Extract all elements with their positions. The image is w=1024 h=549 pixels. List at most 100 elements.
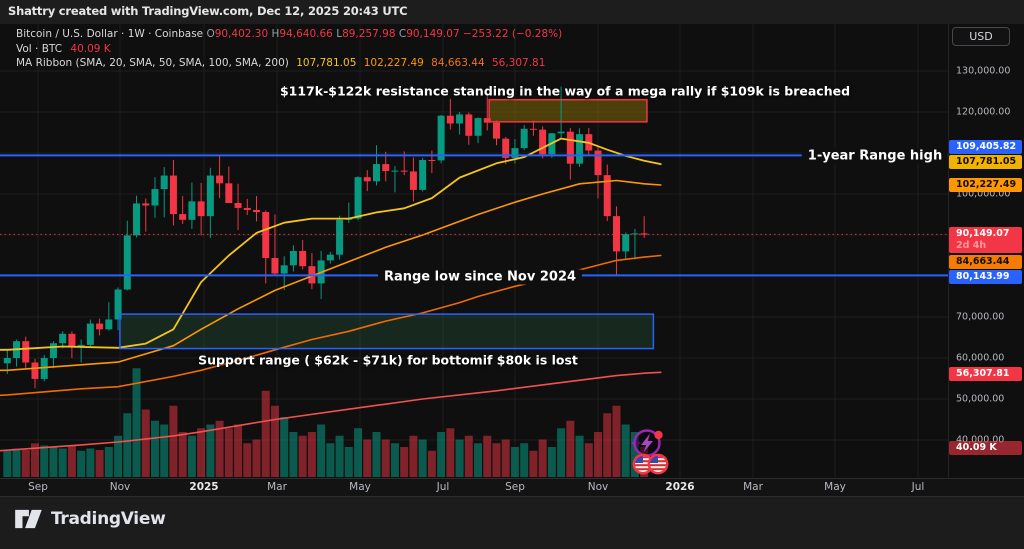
candle-body	[68, 333, 76, 347]
candle-body	[299, 250, 307, 267]
candle-body	[105, 319, 113, 330]
ohlc-value: 89,257.98	[342, 28, 396, 40]
volume-bar	[400, 447, 409, 477]
range-low-note[interactable]: Range low since Nov 2024	[377, 269, 583, 285]
volume-bar	[307, 432, 316, 477]
candle-body	[456, 114, 464, 124]
volume-bar	[621, 424, 630, 477]
price-tick-label: 120,000.00	[956, 106, 1011, 118]
volume-bar	[169, 405, 178, 477]
volume-bar	[557, 428, 566, 477]
legend-volume-row[interactable]: Vol · BTC 40.09 K	[16, 42, 562, 57]
volume-bar	[224, 428, 233, 477]
time-tick-month: Nov	[109, 481, 131, 493]
candle-body	[474, 118, 482, 136]
volume-bar	[197, 428, 206, 477]
candle-body	[123, 235, 131, 290]
time-tick-year: 2025	[189, 481, 219, 493]
support-note[interactable]: Support range ( $62k - $71k) for bottomi…	[198, 352, 578, 368]
zone-border	[119, 313, 655, 350]
candle-body	[539, 129, 547, 155]
time-tick-month: May	[824, 481, 846, 493]
range-high-note[interactable]: 1-year Range high	[801, 148, 949, 164]
ohlc-letter: H	[268, 28, 280, 40]
candle-body	[336, 219, 344, 255]
price-tick-label: 130,000.00	[956, 65, 1011, 77]
volume-bar	[390, 443, 399, 477]
volume-bar	[612, 405, 621, 477]
candle-body	[557, 131, 565, 134]
legend-ma-ribbon-row[interactable]: MA Ribbon (SMA, 20, SMA, 50, SMA, 100, S…	[16, 56, 562, 71]
volume-bar	[95, 450, 104, 477]
ohlc-values: O90,402.30 H94,640.66 L89,257.98 C90,149…	[206, 28, 459, 40]
volume-bar	[141, 409, 150, 477]
candle-body	[382, 164, 390, 172]
candle-body	[428, 159, 436, 161]
candle-body	[576, 134, 584, 164]
volume-bar	[261, 390, 270, 477]
candle-body	[354, 177, 362, 219]
candle-body	[225, 183, 233, 204]
volume-bar	[455, 439, 464, 477]
candle-body	[409, 171, 417, 190]
chart-pane-background[interactable]	[0, 24, 948, 478]
time-tick-month: Jul	[911, 481, 925, 493]
legend-symbol-row[interactable]: Bitcoin / U.S. Dollar · 1W · Coinbase O9…	[16, 27, 562, 42]
volume-bar	[566, 420, 575, 477]
tradingview-logo[interactable]: TradingView	[14, 508, 166, 530]
volume-bar	[67, 445, 76, 477]
candle-body	[511, 148, 519, 158]
candle-body	[566, 131, 574, 164]
volume-bar	[464, 435, 473, 477]
time-axis[interactable]	[0, 478, 1024, 497]
volume-bar	[501, 439, 510, 477]
volume-bar	[206, 424, 215, 477]
resistance-note[interactable]: $117k-$122k resistance standing in the w…	[279, 83, 851, 99]
candle-body	[289, 250, 297, 266]
candle-body	[603, 175, 611, 217]
volume-bar	[114, 435, 123, 477]
volume-bar	[584, 443, 593, 477]
candle-body	[151, 189, 159, 206]
volume-bar	[40, 445, 49, 477]
candle-body	[77, 344, 85, 347]
sma-line	[0, 137, 662, 351]
volume-bar	[123, 413, 132, 477]
attribution-text: Shattry created with TradingView.com, De…	[8, 4, 408, 18]
ma-ribbon-label: MA Ribbon (SMA, 20, SMA, 50, SMA, 100, S…	[16, 57, 289, 69]
price-level-badge: 107,781.05	[949, 155, 1022, 170]
volume-bar	[234, 424, 243, 477]
symbol-title: Bitcoin / U.S. Dollar · 1W · Coinbase	[16, 28, 204, 40]
time-tick-month: Sep	[28, 481, 48, 493]
candle-body	[502, 138, 510, 158]
volume-value: 40.09 K	[70, 42, 111, 55]
candle-body	[612, 216, 620, 252]
volume-bar	[630, 432, 639, 477]
volume-bar	[603, 413, 612, 477]
volume-bar	[335, 435, 344, 477]
candle-body	[446, 115, 454, 124]
price-level-badge: 80,143.99	[949, 270, 1022, 285]
us-flags-event-icon[interactable]	[632, 453, 669, 475]
candle-body	[86, 323, 94, 345]
candle-body	[437, 115, 445, 161]
price-level-badge: 84,663.44	[949, 254, 1022, 269]
volume-bar	[12, 448, 21, 477]
candle-body	[326, 254, 334, 261]
volume-bar	[326, 443, 335, 477]
volume-bar	[492, 443, 501, 477]
candle-body	[243, 207, 251, 210]
time-tick-month: May	[349, 481, 371, 493]
volume-bar	[418, 439, 427, 477]
volume-bar	[529, 450, 538, 477]
lightning-event-icon[interactable]	[630, 429, 663, 457]
candle-body	[262, 212, 270, 258]
volume-bar	[372, 432, 381, 477]
candle-body	[160, 175, 168, 190]
ma-value: 102,227.49	[360, 57, 424, 69]
candle-body	[179, 214, 187, 220]
sma-line	[0, 179, 662, 372]
currency-toggle-button[interactable]: USD	[952, 27, 1010, 46]
volume-bar	[58, 448, 67, 477]
volume-bar	[104, 447, 113, 477]
